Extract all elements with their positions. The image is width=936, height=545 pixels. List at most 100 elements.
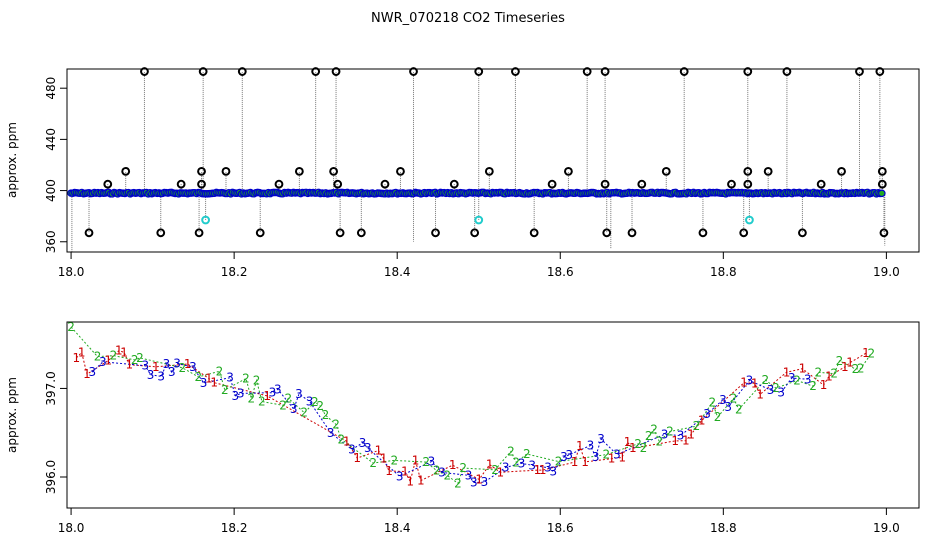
bottom-series-marker: 2 bbox=[253, 374, 261, 388]
bottom-series-marker: 2 bbox=[285, 391, 293, 405]
bottom-series-marker: 3 bbox=[804, 372, 812, 386]
top-outlier-point bbox=[84, 228, 94, 238]
top-outlier-point bbox=[335, 228, 345, 238]
bottom-series-marker: 3 bbox=[438, 466, 446, 480]
bottom-y-tick-label: 397.0 bbox=[44, 371, 58, 405]
top-baseline-point bbox=[878, 189, 886, 198]
bottom-series-marker: 1 bbox=[682, 434, 690, 448]
bottom-series-marker: 1 bbox=[115, 344, 123, 358]
top-outlier-point bbox=[237, 67, 247, 76]
top-outlier-point bbox=[875, 67, 885, 76]
bottom-series-marker: 2 bbox=[650, 422, 658, 436]
bottom-series-marker: 1 bbox=[624, 435, 632, 449]
bottom-series-marker: 2 bbox=[179, 361, 187, 375]
bottom-series-marker: 2 bbox=[852, 362, 860, 376]
bottom-series-marker: 1 bbox=[497, 465, 505, 479]
top-outlier-point bbox=[627, 228, 637, 238]
bottom-series-marker: 3 bbox=[470, 475, 478, 489]
top-outlier-point bbox=[197, 166, 206, 176]
bottom-series-marker: 1 bbox=[698, 414, 706, 428]
bottom-series-marker: 2 bbox=[735, 402, 743, 416]
bottom-series-marker: 3 bbox=[327, 426, 335, 440]
bottom-series-marker: 3 bbox=[189, 360, 197, 374]
top-outlier-point bbox=[274, 179, 284, 189]
bottom-series-marker: 1 bbox=[126, 358, 134, 372]
bottom-series-marker: 3 bbox=[560, 450, 568, 464]
bottom-series-marker: 3 bbox=[290, 402, 298, 416]
bottom-series-marker: 1 bbox=[751, 376, 759, 390]
bottom-series-marker: 3 bbox=[767, 383, 775, 397]
top-outlier-point bbox=[121, 166, 131, 176]
bottom-series-marker: 1 bbox=[608, 452, 616, 466]
bottom-series-marker: 3 bbox=[777, 385, 785, 399]
top-outlier-point bbox=[743, 179, 753, 189]
bottom-series-marker: 2 bbox=[67, 320, 75, 334]
top-outlier-point bbox=[739, 228, 749, 238]
bottom-series-marker: 2 bbox=[216, 364, 224, 378]
bottom-series-marker: 3 bbox=[592, 450, 600, 464]
bottom-series-marker: 3 bbox=[396, 469, 404, 483]
bottom-series-marker: 3 bbox=[528, 458, 536, 472]
top-y-tick-label: 440 bbox=[44, 128, 58, 151]
bottom-series-marker: 3 bbox=[237, 386, 245, 400]
bottom-series-marker: 2 bbox=[444, 469, 452, 483]
top-outlier-point bbox=[311, 67, 321, 76]
bottom-series-marker: 3 bbox=[550, 465, 558, 479]
bottom-axes: 18.0 18.2 18.4 18.6 18.8 19.0 396.0 397.0 bbox=[44, 371, 900, 535]
bottom-series-marker: 2 bbox=[194, 370, 202, 384]
top-outlier-point bbox=[582, 67, 592, 76]
bottom-series-marker: 1 bbox=[104, 354, 112, 368]
bottom-series-marker: 2 bbox=[772, 381, 780, 395]
bottom-series-marker: 2 bbox=[714, 410, 722, 424]
bottom-series-marker: 3 bbox=[168, 365, 176, 379]
bottom-series-marker: 1 bbox=[353, 451, 361, 465]
bottom-series-marker: 2 bbox=[603, 448, 611, 462]
bottom-series-marker: 1 bbox=[756, 387, 764, 401]
bottom-series-marker: 3 bbox=[147, 368, 155, 382]
top-outlier-point bbox=[255, 228, 265, 238]
bottom-series-marker: 3 bbox=[359, 436, 367, 450]
bottom-series-marker: 2 bbox=[422, 455, 430, 469]
top-outlier-point bbox=[679, 67, 689, 76]
bottom-x-tick-label: 18.2 bbox=[221, 521, 248, 535]
top-outlier-point bbox=[637, 179, 647, 189]
bottom-series-marker: 2 bbox=[433, 464, 441, 478]
bottom-series-marker: 2 bbox=[338, 432, 346, 446]
bottom-series-line bbox=[70, 326, 872, 485]
top-outlier-point bbox=[564, 166, 573, 176]
bottom-series-marker: 1 bbox=[412, 454, 420, 468]
bottom-series-marker: 2 bbox=[814, 365, 822, 379]
bottom-series-marker: 1 bbox=[629, 441, 637, 455]
bottom-series-marker: 2 bbox=[110, 349, 118, 363]
bottom-y-axis-label: approx. ppm bbox=[5, 377, 19, 453]
bottom-series-marker: 1 bbox=[380, 452, 388, 466]
top-cyan-point bbox=[201, 215, 211, 225]
bottom-series-marker: 1 bbox=[417, 474, 425, 488]
top-y-tick-label: 400 bbox=[44, 179, 58, 202]
bottom-series-marker: 2 bbox=[656, 435, 664, 449]
bottom-x-tick-label: 18.0 bbox=[58, 521, 85, 535]
bottom-series-marker: 2 bbox=[523, 447, 531, 461]
top-baseline-points bbox=[67, 188, 886, 198]
top-spikes bbox=[71, 71, 886, 252]
bottom-series-marker: 3 bbox=[597, 432, 605, 446]
top-outlier-point bbox=[333, 179, 343, 189]
top-x-tick-label: 18.8 bbox=[710, 265, 737, 279]
bottom-series-marker: 3 bbox=[544, 461, 552, 475]
top-outlier-point bbox=[294, 166, 304, 176]
top-cyan-point bbox=[745, 215, 754, 225]
top-outlier-point bbox=[431, 228, 440, 238]
top-outlier-point bbox=[484, 166, 494, 176]
bottom-series-marker: 1 bbox=[184, 357, 192, 371]
bottom-series-marker: 3 bbox=[518, 456, 526, 470]
bottom-series-marker: 1 bbox=[83, 367, 91, 381]
bottom-series-marker: 1 bbox=[539, 463, 547, 477]
bottom-series-marker: 2 bbox=[761, 373, 769, 387]
bottom-series-marker: 2 bbox=[322, 408, 330, 422]
bottom-series-marker: 1 bbox=[205, 371, 213, 385]
bottom-plot-frame bbox=[66, 321, 920, 509]
bottom-series-marker: 3 bbox=[788, 371, 796, 385]
bottom-series-marker: 3 bbox=[565, 448, 573, 462]
top-outlier-point bbox=[198, 67, 208, 76]
bottom-series-marker: 2 bbox=[131, 353, 139, 367]
